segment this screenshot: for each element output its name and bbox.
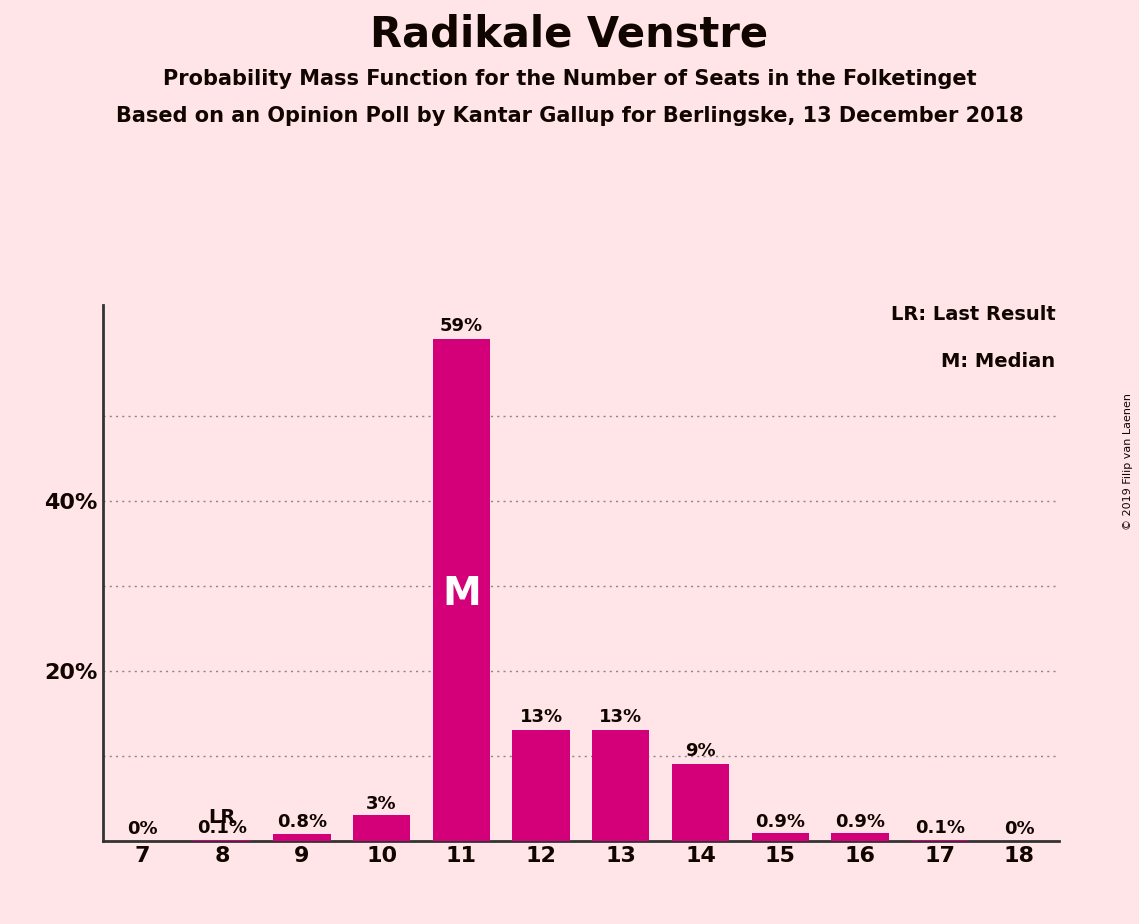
Bar — [592, 730, 649, 841]
Text: Radikale Venstre: Radikale Venstre — [370, 14, 769, 55]
Text: Probability Mass Function for the Number of Seats in the Folketinget: Probability Mass Function for the Number… — [163, 69, 976, 90]
Text: 0.9%: 0.9% — [835, 812, 885, 831]
Text: © 2019 Filip van Laenen: © 2019 Filip van Laenen — [1123, 394, 1133, 530]
Text: M: Median: M: Median — [941, 352, 1055, 371]
Bar — [273, 834, 330, 841]
Text: 0.1%: 0.1% — [915, 820, 965, 837]
Text: 9%: 9% — [686, 742, 715, 760]
Text: 0%: 0% — [1005, 821, 1034, 838]
Bar — [672, 764, 729, 841]
Text: M: M — [442, 575, 481, 614]
Bar — [752, 833, 809, 841]
Text: LR: Last Result: LR: Last Result — [891, 305, 1055, 324]
Text: 13%: 13% — [519, 708, 563, 726]
Text: 0%: 0% — [128, 821, 157, 838]
Text: 3%: 3% — [367, 795, 396, 813]
Text: LR: LR — [208, 808, 236, 827]
Text: 59%: 59% — [440, 317, 483, 334]
Bar — [513, 730, 570, 841]
Text: 0.9%: 0.9% — [755, 812, 805, 831]
Bar — [353, 815, 410, 841]
Bar — [831, 833, 888, 841]
Bar — [433, 339, 490, 841]
Text: 13%: 13% — [599, 708, 642, 726]
Text: 0.1%: 0.1% — [197, 820, 247, 837]
Text: 0.8%: 0.8% — [277, 813, 327, 832]
Text: Based on an Opinion Poll by Kantar Gallup for Berlingske, 13 December 2018: Based on an Opinion Poll by Kantar Gallu… — [116, 106, 1023, 127]
